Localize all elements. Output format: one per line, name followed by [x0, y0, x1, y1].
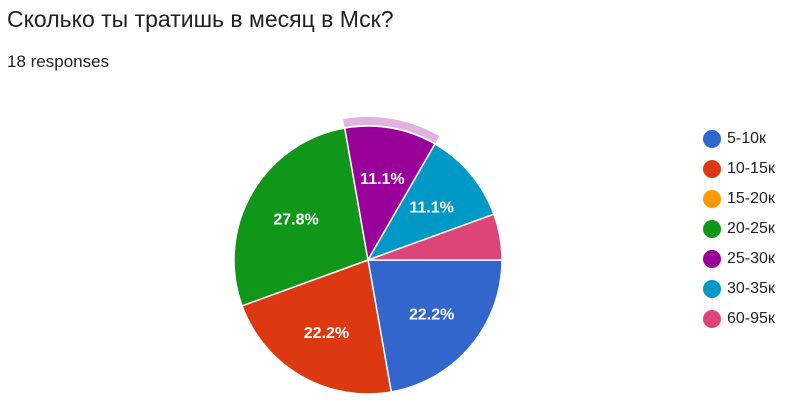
slice-label-20-25k: 27.8% [273, 211, 318, 228]
slice-label-5-10k: 22.2% [409, 306, 454, 323]
legend-item-10-15k[interactable]: 10-15к [703, 154, 789, 184]
pie-slice-5-10k[interactable] [367, 259, 503, 393]
legend-swatch [703, 280, 721, 298]
legend-swatch [703, 220, 721, 238]
pie-slice-10-15k[interactable] [241, 258, 393, 395]
slice-label-10-15k: 22.2% [304, 325, 349, 342]
pie-slice-25-30k[interactable] [343, 125, 437, 263]
pie-slice-highlight-25-30k [343, 117, 440, 144]
pie-slice-30-35k[interactable] [366, 142, 495, 262]
chart-title: Сколько ты тратишь в месяц в Мск? [7, 6, 394, 32]
legend-label: 60-95к [727, 310, 775, 327]
legend-swatch [703, 130, 721, 148]
legend-label: 5-10к [727, 130, 767, 147]
response-count: 18 responses [7, 52, 110, 71]
legend-item-20-25k[interactable]: 20-25к [703, 214, 789, 244]
legend-swatch [703, 250, 721, 268]
legend-item-15-20k[interactable]: 15-20к [703, 184, 789, 214]
legend-swatch [703, 310, 721, 328]
legend-label: 10-15к [727, 160, 775, 177]
legend-label: 25-30к [727, 250, 775, 267]
legend-label: 20-25к [727, 220, 775, 237]
legend-label: 30-35к [727, 280, 775, 297]
legend-swatch [703, 190, 721, 208]
slice-label-25-30k: 11.1% [360, 171, 404, 188]
legend-item-60-95k[interactable]: 60-95к [703, 304, 789, 334]
legend-item-25-30k[interactable]: 25-30к [703, 244, 789, 274]
pie-slice-60-95k[interactable] [367, 213, 503, 261]
slice-label-30-35k: 11.1% [409, 200, 453, 217]
legend-swatch [703, 160, 721, 178]
legend-item-30-35k[interactable]: 30-35к [703, 274, 789, 304]
legend-label: 15-20к [727, 190, 775, 207]
chart-legend: 5-10к 10-15к 15-20к 20-25к 25-30к 30-35к 60-95… [703, 124, 789, 334]
legend-item-5-10k[interactable]: 5-10к [703, 124, 789, 154]
pie-slice-20-25k[interactable] [233, 127, 369, 307]
